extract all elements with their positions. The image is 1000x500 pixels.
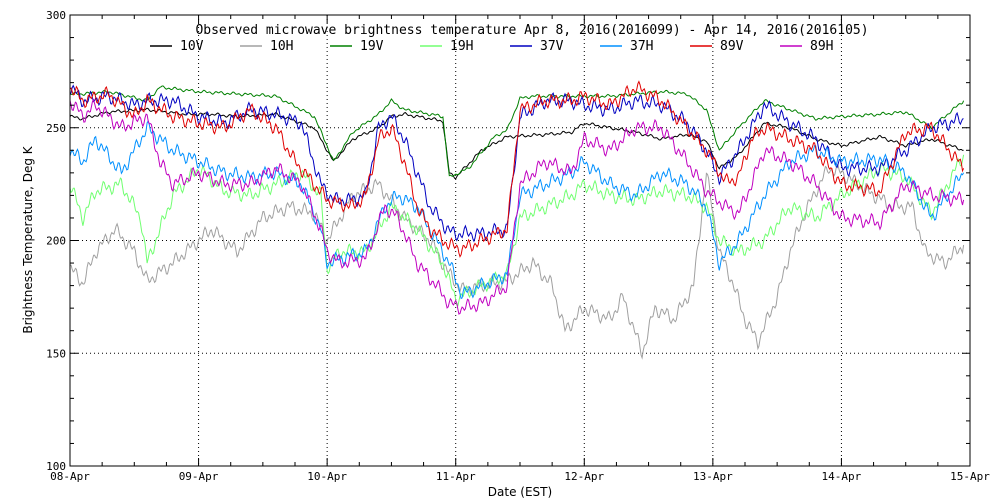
x-tick-label: 10-Apr — [307, 470, 347, 483]
x-tick-label: 13-Apr — [693, 470, 733, 483]
series-line-89H — [69, 98, 965, 315]
x-tick-label: 14-Apr — [822, 470, 862, 483]
legend-label-19V: 19V — [360, 39, 384, 54]
x-tick-label: 08-Apr — [50, 470, 90, 483]
legend-label-10V: 10V — [180, 39, 204, 54]
chart-title: Observed microwave brightness temperatur… — [195, 23, 868, 38]
y-axis-label: Brightness Temperature, Deg K — [21, 145, 35, 333]
legend-label-89V: 89V — [720, 39, 744, 54]
series-line-37V — [69, 84, 964, 243]
series-line-10H — [69, 163, 965, 360]
x-tick-label: 15-Apr — [950, 470, 990, 483]
legend-label-37V: 37V — [540, 39, 564, 54]
x-tick-label: 09-Apr — [179, 470, 219, 483]
y-tick-label: 300 — [46, 9, 66, 22]
x-axis-label: Date (EST) — [488, 485, 552, 499]
legend-label-10H: 10H — [270, 39, 293, 54]
y-tick-labels: 100 150 200 250 300 — [46, 9, 66, 473]
legend-label-37H: 37H — [630, 39, 653, 54]
legend-label-19H: 19H — [450, 39, 473, 54]
y-tick-label: 200 — [46, 235, 66, 248]
y-tick-label: 250 — [46, 122, 66, 135]
legend-label-89H: 89H — [810, 39, 833, 54]
axis-ticks — [69, 14, 971, 467]
x-tick-labels: 08-Apr 09-Apr 10-Apr 11-Apr 12-Apr 13-Apr 14-A… — [50, 470, 990, 483]
series-line-19H — [69, 154, 965, 307]
x-tick-label: 12-Apr — [564, 470, 604, 483]
x-tick-label: 11-Apr — [436, 470, 476, 483]
series-line-19V — [69, 85, 965, 177]
legend: 10V 10H 19V 19H 37V 37H 89V 89H — [150, 39, 833, 54]
y-tick-label: 150 — [46, 347, 66, 360]
series-lines — [69, 80, 965, 360]
series-line-89V — [69, 80, 965, 258]
y-tick-label: 100 — [46, 460, 66, 473]
